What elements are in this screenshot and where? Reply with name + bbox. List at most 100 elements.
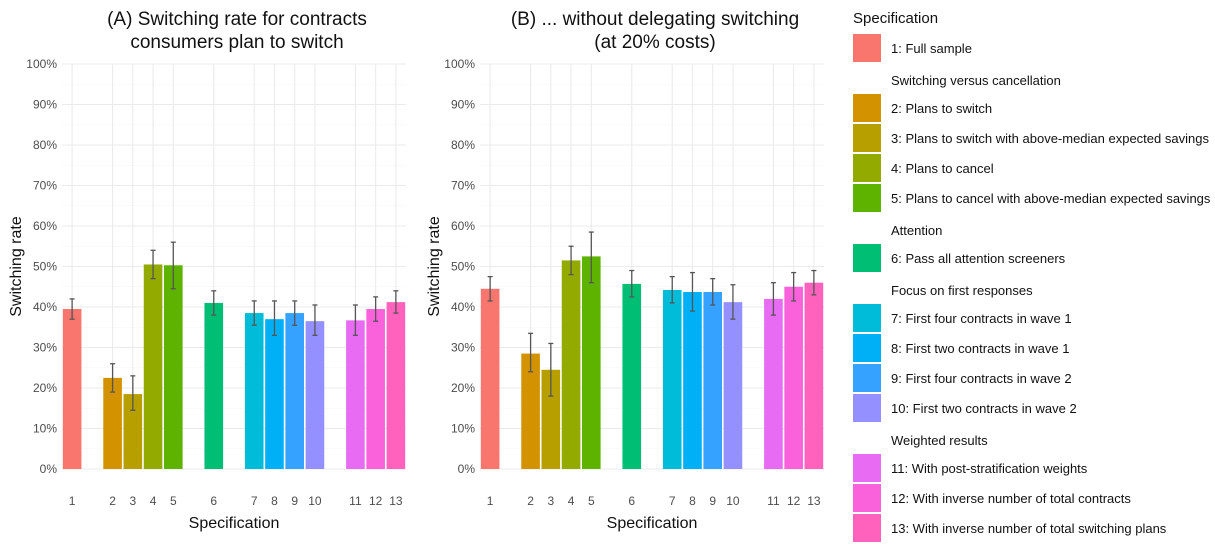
x-axis-title: Specification: [607, 515, 698, 532]
legend-key: [853, 334, 881, 362]
x-tick-label: 2: [527, 494, 534, 508]
x-tick-label: 4: [150, 494, 157, 508]
legend-item: 8: First two contracts in wave 1: [853, 334, 1069, 362]
error-bar-spec-8: [271, 300, 277, 337]
bar-spec-12: [784, 286, 803, 469]
error-bar-spec-4: [150, 249, 156, 280]
legend-key: [853, 184, 881, 212]
y-axis-title: Switching rate: [426, 216, 443, 317]
error-bar-spec-3: [130, 375, 136, 411]
legend-item-label: 10: First two contracts in wave 2: [891, 401, 1077, 416]
error-bar-spec-9: [710, 277, 716, 306]
x-tick-label: 7: [251, 494, 258, 508]
error-bar-spec-10: [312, 304, 318, 337]
legend-item-label: 5: Plans to cancel with above-median exp…: [891, 191, 1211, 206]
y-tick-label: 0%: [40, 462, 58, 476]
legend-item: 5: Plans to cancel with above-median exp…: [853, 184, 1211, 212]
error-bar-spec-1: [69, 298, 75, 320]
bar-spec-6: [204, 302, 224, 469]
error-bar-spec-13: [811, 269, 817, 296]
x-tick-label: 8: [271, 494, 278, 508]
bar-spec-1: [62, 309, 82, 469]
legend-key: [853, 34, 881, 62]
legend-title: Specification: [853, 10, 938, 27]
legend-group-label: Attention: [891, 223, 942, 238]
x-tick-label: 8: [689, 494, 696, 508]
bar-spec-6: [622, 283, 642, 469]
x-tick-label: 3: [129, 494, 136, 508]
bar-spec-1: [480, 288, 500, 469]
error-bar-spec-6: [211, 290, 217, 316]
bar-spec-10: [723, 302, 743, 469]
error-bar-spec-8: [689, 271, 695, 312]
legend-group-label: Weighted results: [891, 433, 988, 448]
legend-key: [853, 484, 881, 512]
legend-item: 7: First four contracts in wave 1: [853, 304, 1072, 332]
panel-b: (B) ... without delegating switching(at …: [426, 9, 824, 532]
bar-spec-9: [285, 313, 305, 469]
legend-item-label: 6: Pass all attention screeners: [891, 251, 1066, 266]
legend-key: [853, 154, 881, 182]
error-bar-spec-9: [292, 300, 298, 326]
chart-title-line: (A) Switching rate for contracts: [107, 9, 367, 30]
legend-item: 6: Pass all attention screeners: [853, 244, 1066, 272]
bar-spec-10: [305, 321, 325, 469]
y-tick-label: 40%: [451, 300, 475, 314]
y-tick-label: 0%: [458, 462, 476, 476]
bar-spec-7: [662, 289, 682, 469]
y-tick-label: 50%: [451, 260, 475, 274]
x-tick-label: 13: [807, 494, 821, 508]
x-tick-label: 13: [389, 494, 403, 508]
x-tick-label: 1: [69, 494, 76, 508]
legend-item-label: 1: Full sample: [891, 41, 972, 56]
error-bar-spec-5: [588, 231, 594, 284]
y-axis-title: Switching rate: [8, 216, 25, 317]
legend-item-label: 8: First two contracts in wave 1: [891, 341, 1069, 356]
bar-spec-8: [265, 319, 284, 469]
legend-group-label: Switching versus cancellation: [891, 73, 1061, 88]
legend-key: [853, 94, 881, 122]
x-tick-label: 12: [369, 494, 383, 508]
legend-item-label: 11: With post-stratification weights: [891, 461, 1088, 476]
legend-item: 9: First four contracts in wave 2: [853, 364, 1072, 392]
legend-item: 11: With post-stratification weights: [853, 454, 1088, 482]
bar-spec-8: [683, 292, 702, 469]
x-tick-label: 1: [487, 494, 494, 508]
panel-a: (A) Switching rate for contractsconsumer…: [8, 9, 406, 532]
error-bar-spec-12: [791, 271, 797, 302]
x-tick-label: 7: [669, 494, 676, 508]
y-tick-label: 60%: [451, 219, 475, 233]
error-bar-spec-12: [373, 296, 379, 322]
y-tick-label: 80%: [33, 138, 57, 152]
y-tick-label: 10%: [33, 422, 57, 436]
bar-spec-9: [703, 292, 723, 469]
y-tick-label: 80%: [451, 138, 475, 152]
y-tick-label: 40%: [33, 300, 57, 314]
bar-spec-12: [366, 309, 385, 469]
bar-spec-7: [244, 313, 264, 469]
x-tick-label: 11: [349, 494, 362, 508]
legend-item: 12: With inverse number of total contrac…: [853, 484, 1131, 512]
y-tick-label: 90%: [33, 98, 57, 112]
error-bar-spec-4: [568, 245, 574, 276]
x-tick-label: 3: [547, 494, 554, 508]
legend: Specification 1: Full sample Switching ver…: [853, 10, 1211, 542]
bar-spec-11: [764, 298, 783, 469]
error-bar-spec-2: [110, 363, 116, 393]
chart-title-line: (B) ... without delegating switching: [511, 9, 799, 30]
legend-key: [853, 124, 881, 152]
bar-spec-11: [346, 320, 365, 469]
legend-group-label: Focus on first responses: [891, 283, 1033, 298]
chart-title-line: (at 20% costs): [594, 32, 715, 53]
bar-spec-13: [386, 302, 406, 469]
legend-item-label: 9: First four contracts in wave 2: [891, 371, 1072, 386]
x-tick-label: 11: [767, 494, 780, 508]
y-tick-label: 70%: [33, 179, 57, 193]
bar-spec-3: [123, 394, 143, 469]
chart-title-line: consumers plan to switch: [130, 32, 343, 53]
bar-spec-5: [581, 256, 601, 469]
legend-item-label: 13: With inverse number of total switchi…: [891, 521, 1167, 536]
x-tick-label: 10: [726, 494, 740, 508]
x-tick-label: 6: [210, 494, 217, 508]
